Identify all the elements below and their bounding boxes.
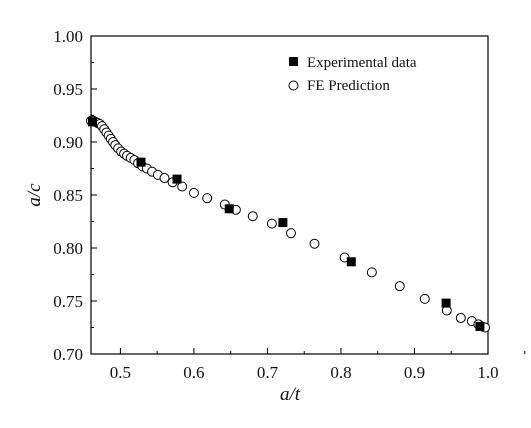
fe-prediction-point — [394, 281, 405, 292]
x-tick-label: 0.6 — [183, 363, 204, 382]
x-axis-ticks: 0.5 0.6 0.7 0.8 0.9 1.0 — [110, 348, 526, 382]
y-axis-label: a/c — [24, 183, 45, 207]
plot-area: 0.5 0.6 0.7 0.8 0.9 1.0 0.700.750.800.850.900… — [53, 27, 526, 382]
legend: Experimental data FE Prediction — [288, 55, 417, 94]
y-tick-label: 0.85 — [53, 186, 83, 205]
x-axis-label: a/t — [280, 384, 301, 405]
x-tick-label: 0.7 — [257, 363, 279, 382]
fe-prediction-point — [247, 211, 258, 222]
experimental-data-point — [136, 157, 146, 167]
legend-label-experimental: Experimental data — [307, 55, 417, 71]
fe-prediction-point — [177, 181, 188, 192]
fe-prediction-point — [455, 312, 466, 323]
y-tick-label: 0.70 — [53, 345, 83, 364]
x-tick-label: 1.0 — [477, 363, 498, 382]
y-tick-label: 0.75 — [53, 292, 83, 311]
y-tick-label: 0.80 — [53, 239, 83, 258]
fe-prediction-point — [419, 293, 430, 304]
fe-prediction-point — [285, 228, 296, 239]
legend-marker-experimental — [289, 57, 298, 66]
x-tick-label: 0.9 — [404, 363, 425, 382]
y-axis-ticks: 0.70 0.75 0.80 0.85 0.90 0.95 1.00 — [53, 27, 97, 364]
legend-marker-fe-prediction — [288, 80, 299, 91]
fe-prediction-point — [309, 238, 320, 249]
experimental-data-point — [441, 298, 451, 308]
y-tick-label: 1.00 — [53, 27, 83, 46]
fe-prediction-point — [202, 193, 213, 204]
legend-label-fe-prediction: FE Prediction — [307, 78, 390, 94]
fe-prediction-point — [266, 218, 277, 229]
data-points — [86, 115, 491, 333]
experimental-data-point — [172, 174, 182, 184]
fe-prediction-point — [188, 187, 199, 198]
y-tick-label: 0.90 — [53, 133, 83, 152]
fe-prediction-point — [366, 267, 377, 278]
y-tick-label: 0.95 — [53, 80, 83, 99]
x-tick-label: 0.8 — [330, 363, 351, 382]
fe-prediction-point — [159, 173, 170, 184]
experimental-data-point — [346, 257, 356, 267]
experimental-data-point — [224, 204, 234, 214]
experimental-data-point — [475, 321, 485, 331]
experimental-data-point — [87, 117, 97, 127]
x-tick-label: 0.5 — [110, 363, 131, 382]
experimental-data-point — [278, 218, 288, 228]
